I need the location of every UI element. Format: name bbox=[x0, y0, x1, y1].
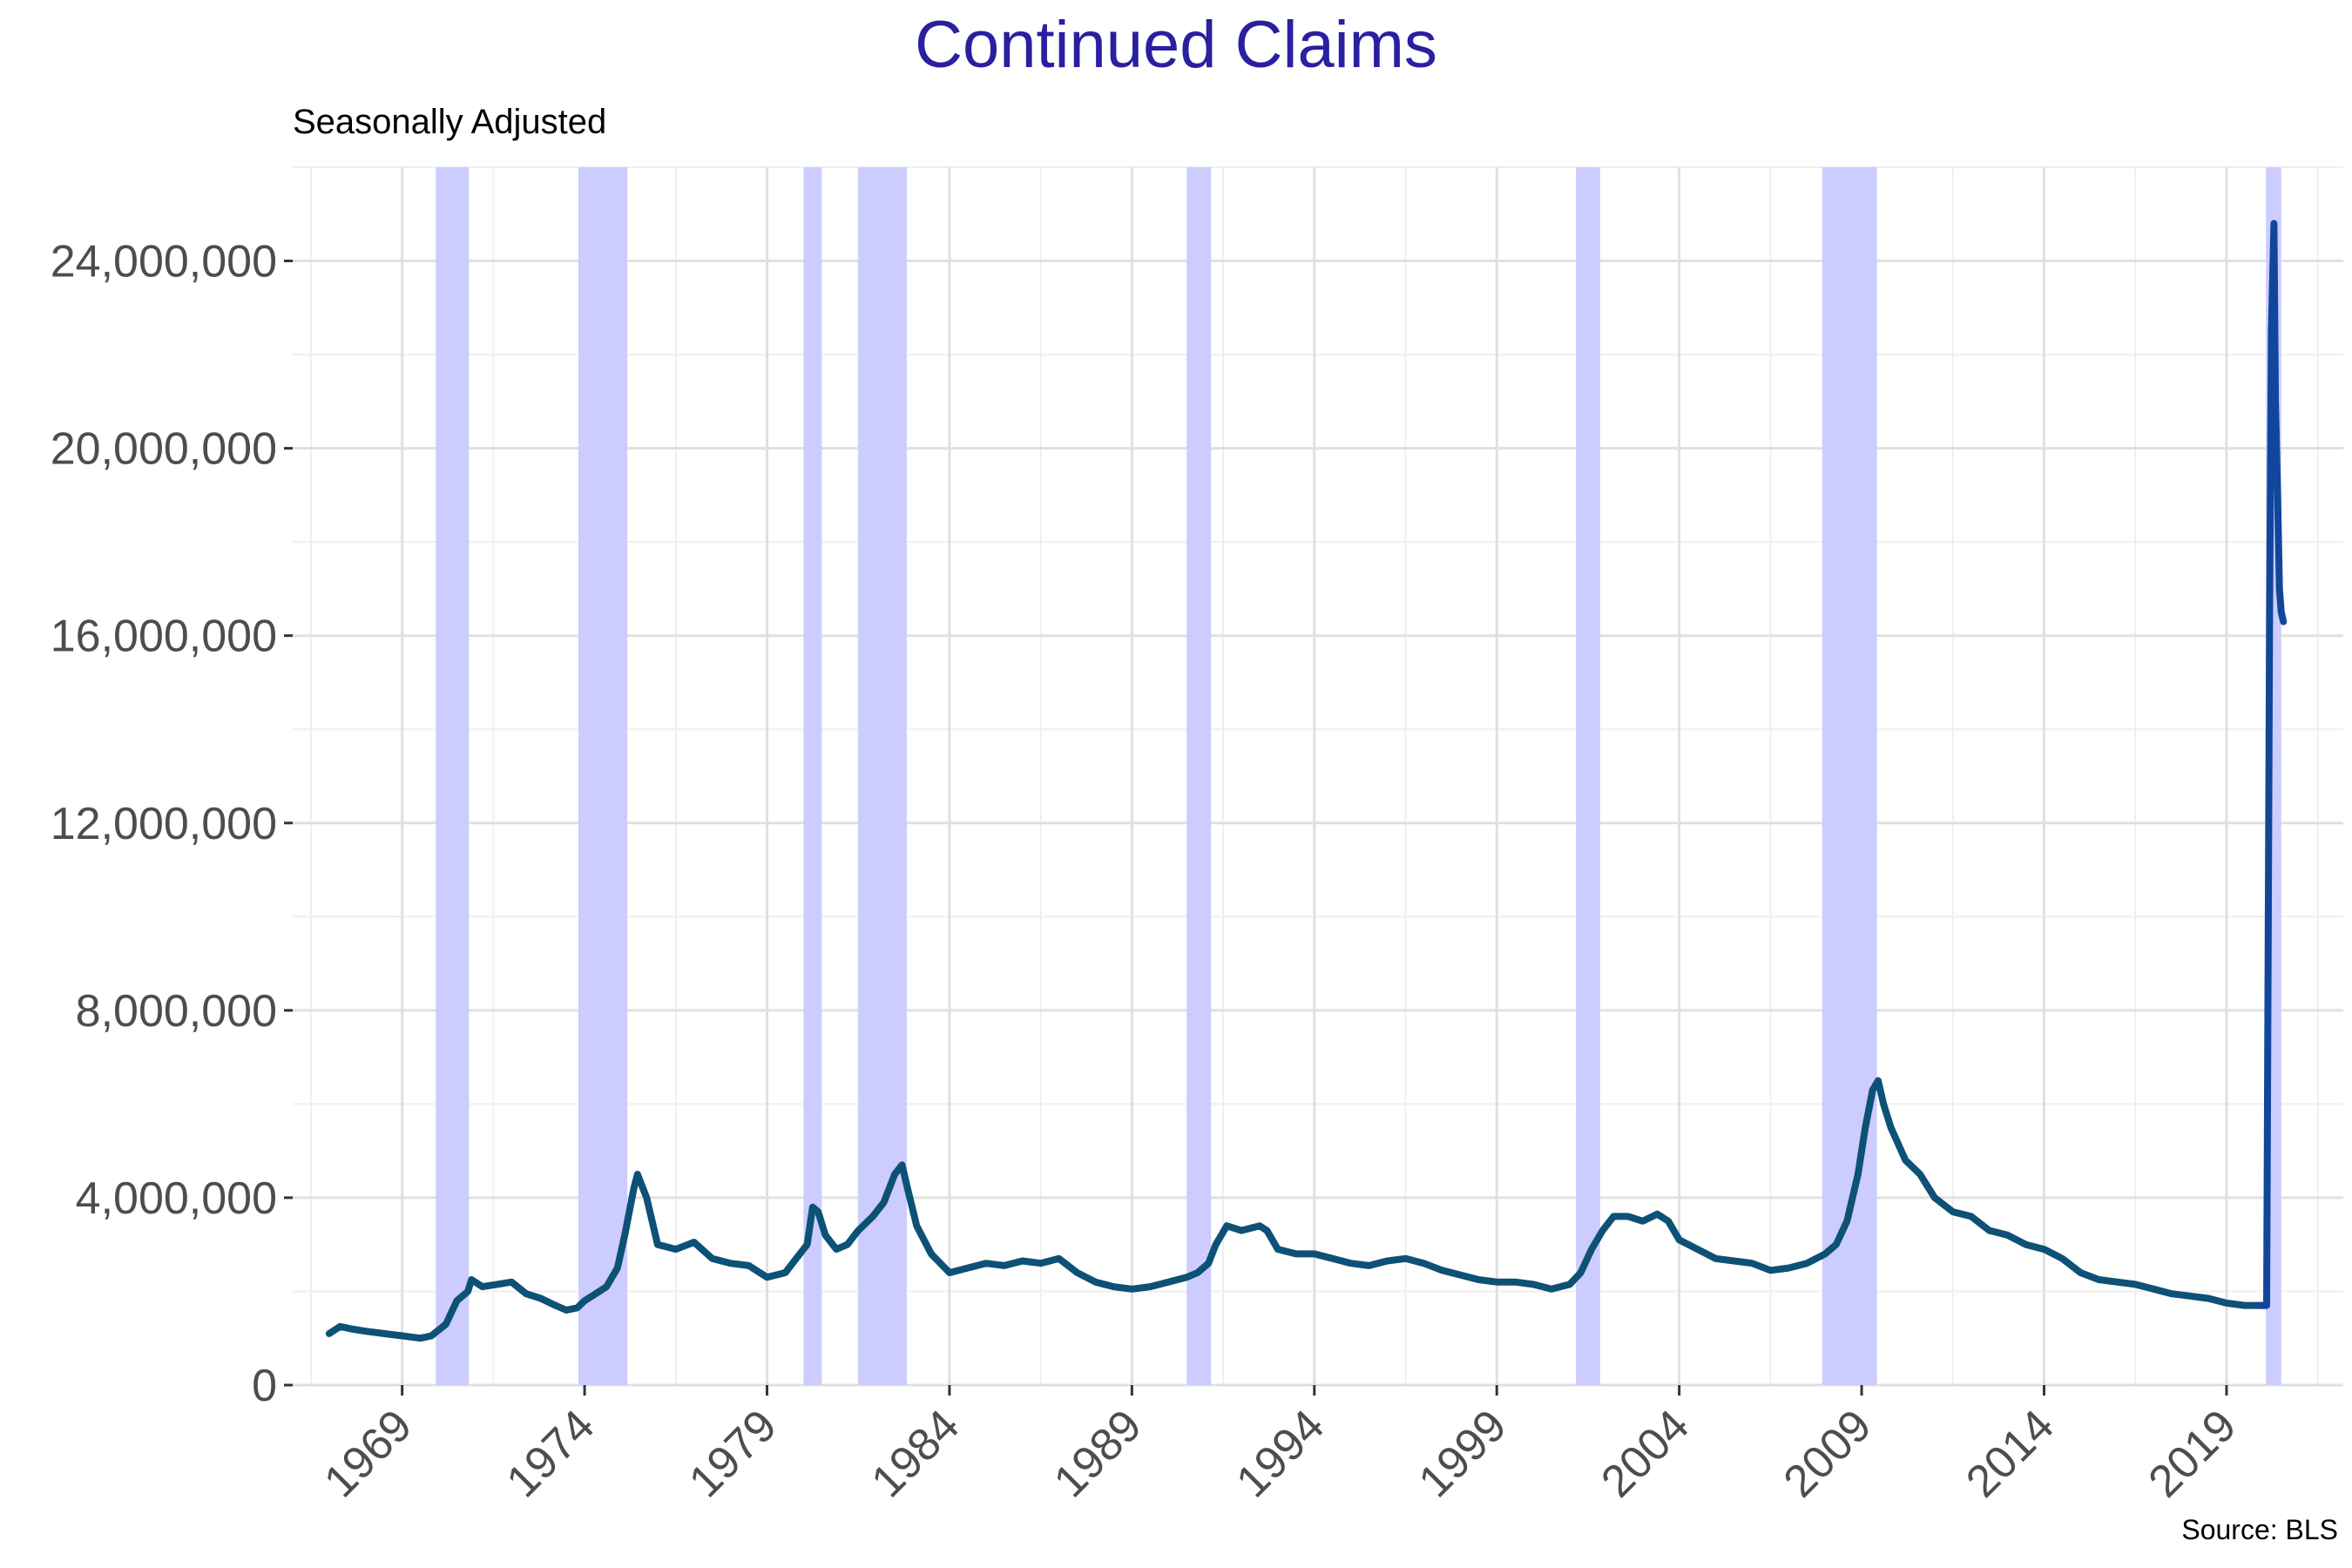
recession-band bbox=[858, 167, 907, 1385]
x-tick-label: 2009 bbox=[1774, 1400, 1882, 1507]
recession-band bbox=[578, 167, 628, 1385]
series-lines bbox=[325, 220, 2288, 1342]
x-tick-label: 1994 bbox=[1227, 1400, 1334, 1507]
x-tick-label: 1999 bbox=[1409, 1400, 1517, 1507]
major-gridlines bbox=[293, 167, 2343, 1387]
y-tick-label: 16,000,000 bbox=[51, 612, 277, 662]
x-tick-label: 2004 bbox=[1592, 1400, 1699, 1507]
chart-caption: Source: BLS bbox=[2181, 1514, 2338, 1545]
x-tick-label: 1979 bbox=[679, 1400, 787, 1507]
recession-band bbox=[1576, 167, 1600, 1385]
y-tick-label: 4,000,000 bbox=[76, 1173, 277, 1224]
y-tick-label: 8,000,000 bbox=[76, 986, 277, 1037]
recession-band bbox=[1821, 167, 1877, 1385]
x-tick-label: 1969 bbox=[314, 1400, 422, 1507]
y-tick-label: 20,000,000 bbox=[51, 424, 277, 475]
y-tick-label: 0 bbox=[252, 1361, 277, 1411]
chart-title: Continued Claims bbox=[915, 8, 1437, 82]
y-axis: 0 4,000,000 8,000,000 12,000,000 16,000,000 2… bbox=[51, 237, 293, 1411]
x-tick-label: 1989 bbox=[1044, 1400, 1152, 1507]
recession-band bbox=[1186, 167, 1212, 1385]
recession-band bbox=[803, 167, 822, 1385]
x-axis: 1969 1974 1979 1984 1989 1994 1999 2004 2009 2014… bbox=[314, 1385, 2246, 1507]
x-tick-label: 2014 bbox=[1957, 1400, 2064, 1507]
chart-subtitle: Seasonally Adjusted bbox=[293, 103, 607, 141]
x-tick-label: 1974 bbox=[497, 1400, 605, 1507]
claims-line-2020 bbox=[2255, 220, 2288, 1309]
recession-band bbox=[436, 167, 470, 1385]
y-tick-label: 12,000,000 bbox=[51, 799, 277, 849]
x-tick-label: 1984 bbox=[862, 1400, 970, 1507]
y-tick-label: 24,000,000 bbox=[51, 237, 277, 287]
recession-bands bbox=[436, 167, 2281, 1385]
claims-line bbox=[325, 1077, 2270, 1342]
x-tick-label: 2019 bbox=[2139, 1400, 2247, 1507]
minor-gridlines bbox=[293, 166, 2343, 1385]
